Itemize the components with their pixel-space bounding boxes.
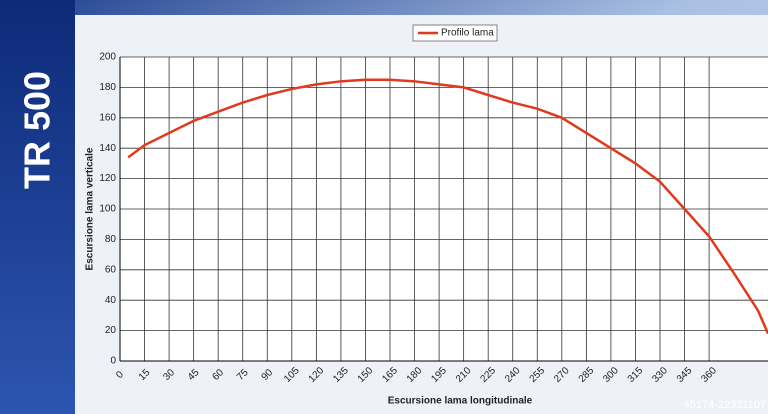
legend-box [412, 24, 498, 42]
legend-label: Profilo lama [441, 28, 494, 39]
side-band [0, 0, 75, 414]
y-tick-label: 80 [105, 234, 117, 245]
watermark: 45174-22331107 [684, 399, 766, 411]
y-tick-label: 140 [99, 143, 116, 154]
y-tick-label: 200 [99, 52, 116, 63]
y-tick-label: 100 [99, 204, 116, 215]
y-tick-label: 60 [105, 264, 117, 275]
model-name: TR 500 [17, 71, 58, 189]
y-axis-title: Escursione lama verticale [85, 147, 96, 270]
y-tick-label: 40 [105, 295, 117, 306]
x-axis-title: Escursione lama longitudinale [388, 396, 533, 407]
y-tick-label: 180 [99, 82, 116, 93]
data-line [127, 78, 768, 335]
y-tick-label: 160 [99, 112, 116, 123]
y-tick-label: 0 [110, 356, 116, 367]
y-tick-label: 20 [105, 325, 117, 336]
y-tick-label: 120 [99, 173, 116, 184]
